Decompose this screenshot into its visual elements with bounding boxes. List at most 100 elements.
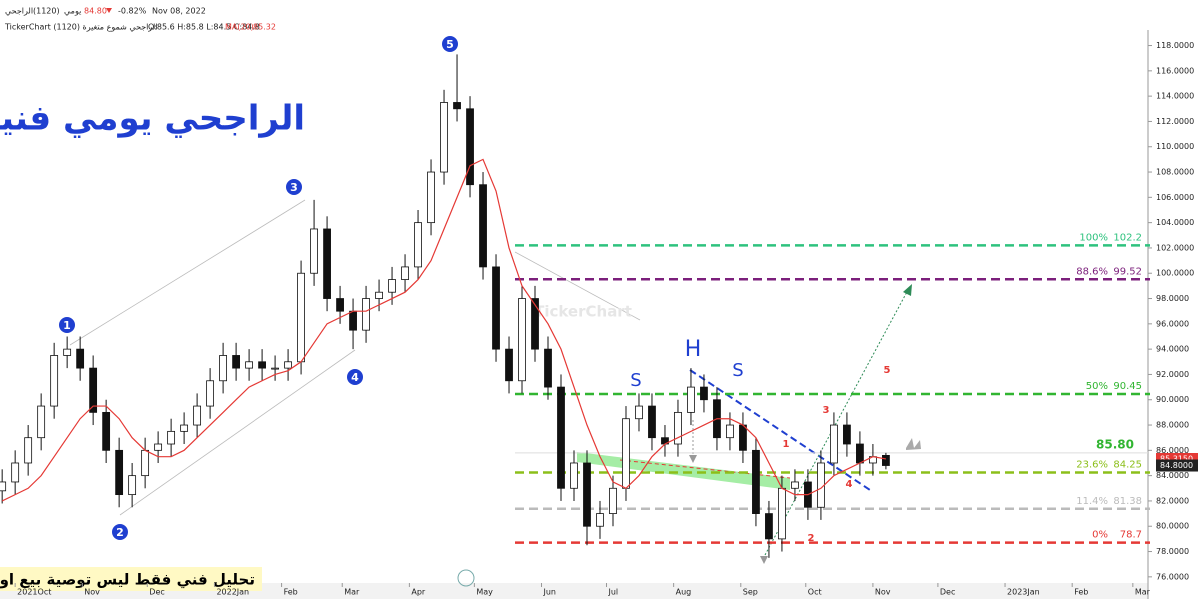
ma-value: 85.32 <box>253 23 276 32</box>
candle-body <box>843 424 851 445</box>
y-tick-label: 96.0000 <box>1156 319 1189 328</box>
candle-body <box>63 348 72 356</box>
candle-body <box>453 102 461 110</box>
fib-label: 0% <box>1092 530 1108 541</box>
date: Nov 08, 2022 <box>152 7 206 16</box>
ma-label: MA(20) <box>225 23 254 32</box>
wave-label: 2 <box>116 526 124 539</box>
candle-body <box>518 298 526 382</box>
x-tick-label: Feb <box>1074 588 1088 597</box>
y-tick-label: 76.0000 <box>1156 572 1189 581</box>
candle-body <box>882 454 890 466</box>
x-tick-label: Dec <box>149 588 164 597</box>
trend-line <box>514 251 641 321</box>
y-tick-label: 110.0000 <box>1156 142 1194 151</box>
y-tick-label: 88.0000 <box>1156 421 1189 430</box>
ohlc: O:85.6 H:85.8 L:84.5 C:84.8 <box>148 23 260 32</box>
y-tick-label: 108.0000 <box>1156 168 1194 177</box>
pattern-label: S <box>732 360 743 381</box>
candle-body <box>648 405 656 439</box>
pattern-label: H <box>685 337 702 362</box>
candle-body <box>206 380 215 407</box>
logo <box>457 569 475 587</box>
x-tick-label: Oct <box>808 588 822 597</box>
sub-wave-label: 5 <box>884 365 891 376</box>
disclaimer: تحليل فني فقط ليس توصية بيع او شراء <box>0 571 255 589</box>
arrow-head <box>903 284 912 296</box>
sub-wave-label: 3 <box>823 405 830 416</box>
candle-body <box>596 513 604 527</box>
channel-line <box>69 199 306 346</box>
candle-body <box>128 475 137 496</box>
last-price: 84.80 <box>84 7 107 16</box>
fib-value: 99.52 <box>1113 266 1142 277</box>
period: يومي <box>64 7 81 16</box>
candle-body <box>232 355 240 369</box>
candle-body <box>388 279 396 293</box>
fib-value: 102.2 <box>1113 232 1142 243</box>
candle-body <box>362 298 370 331</box>
candle-body <box>830 424 838 464</box>
y-tick-label: 92.0000 <box>1156 370 1189 379</box>
candle-body <box>336 298 344 312</box>
fib-value: 84.25 <box>1113 459 1142 470</box>
candle-body <box>583 462 591 527</box>
y-tick-label: 116.0000 <box>1156 66 1194 75</box>
candle-body <box>102 411 111 451</box>
candle-body <box>414 222 422 268</box>
candle-body <box>310 228 318 274</box>
fib-label: 100% <box>1079 232 1108 243</box>
candle-body <box>375 291 383 299</box>
y-tick-label: 82.0000 <box>1156 496 1189 505</box>
candle-body <box>76 348 85 369</box>
candle-body <box>115 449 124 496</box>
candle-body <box>635 405 643 420</box>
candle-body <box>791 481 799 489</box>
candle-body <box>141 449 150 477</box>
thumbs-up-icon <box>906 438 921 450</box>
candle-body <box>349 310 357 331</box>
y-tick-label: 86.0000 <box>1156 446 1189 455</box>
chart-title: الراجحي يومي فنياً <box>0 93 305 138</box>
candle-body <box>544 348 552 388</box>
x-tick-label: Mar <box>1135 588 1151 597</box>
candle-body <box>570 462 578 489</box>
level-label: 85.80 <box>1096 437 1134 451</box>
fib-label: 88.6% <box>1076 266 1108 277</box>
marker <box>760 556 768 564</box>
candle-body <box>297 272 305 363</box>
disclaimer-bg <box>0 567 262 591</box>
x-tick-label: 2023Jan <box>1007 588 1040 597</box>
y-tick-label: 98.0000 <box>1156 294 1189 303</box>
x-tick-label: Mar <box>344 588 360 597</box>
watermark: TickerChart <box>534 303 632 321</box>
price-tag-label: 84.8000 <box>1160 461 1193 470</box>
candle-body <box>37 405 46 439</box>
fib-label: 23.6% <box>1076 459 1108 470</box>
candle-body <box>284 361 292 369</box>
candle-body <box>505 348 513 382</box>
candle-body <box>89 367 98 413</box>
y-tick-label: 90.0000 <box>1156 395 1189 404</box>
candle-body <box>726 424 734 439</box>
candle-body <box>258 361 266 369</box>
y-tick-label: 106.0000 <box>1156 193 1194 202</box>
candle-body <box>479 184 487 268</box>
candle-body <box>440 102 448 173</box>
candle-body <box>609 487 617 514</box>
channel-line <box>119 349 356 516</box>
candle-body <box>245 361 253 369</box>
wave-label: 3 <box>290 181 298 194</box>
candle-body <box>50 355 59 407</box>
x-tick-label: Apr <box>411 588 426 597</box>
y-tick-label: 78.0000 <box>1156 547 1189 556</box>
downtrend-line <box>689 369 871 491</box>
price-tag-label: 85.3150 <box>1160 455 1193 464</box>
y-tick-label: 118.0000 <box>1156 41 1194 50</box>
wave-badge <box>286 179 302 195</box>
fib-label: 50% <box>1086 381 1108 392</box>
fib-label: 11.4% <box>1076 496 1108 507</box>
